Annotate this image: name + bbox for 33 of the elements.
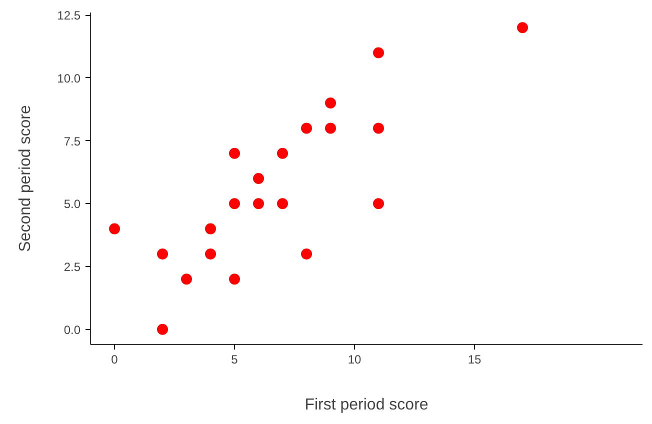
x-tick-label: 0 <box>111 352 118 366</box>
x-tick-label: 5 <box>231 352 238 366</box>
point <box>181 274 192 285</box>
point <box>157 248 168 260</box>
point <box>229 198 240 210</box>
y-tick-label: 10.0 <box>57 71 81 86</box>
point <box>325 122 336 134</box>
point <box>253 173 264 184</box>
y-tick-label: 12.5 <box>57 8 81 23</box>
y-tick-label: 0.0 <box>64 322 81 337</box>
point <box>109 223 120 234</box>
point <box>277 148 288 159</box>
point <box>373 198 384 210</box>
point <box>157 324 168 335</box>
y-tick-label: 7.5 <box>64 134 81 148</box>
y-tick-label: 2.5 <box>64 260 81 274</box>
x-axis-title: First period score <box>304 396 428 414</box>
point <box>229 148 240 159</box>
y-axis-title: Second period score <box>17 105 34 252</box>
point <box>253 198 264 210</box>
point <box>277 198 288 210</box>
point <box>517 22 528 34</box>
point <box>301 122 312 134</box>
point <box>373 122 384 134</box>
x-tick-label: 10 <box>348 352 362 366</box>
point <box>373 47 384 58</box>
x-tick-label: 15 <box>468 352 482 366</box>
point <box>205 248 216 260</box>
point <box>229 274 240 285</box>
point <box>325 98 336 109</box>
y-tick-label: 5.0 <box>64 197 81 212</box>
point <box>205 223 216 234</box>
point <box>301 248 312 260</box>
